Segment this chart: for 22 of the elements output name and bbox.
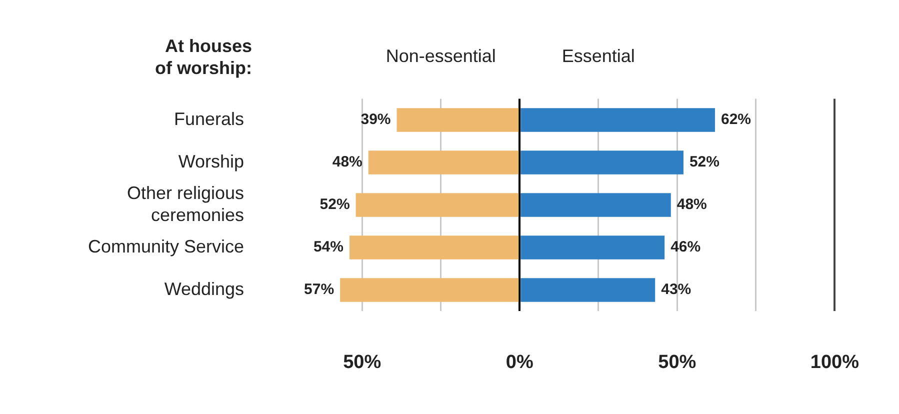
data-label: 48%: [332, 154, 362, 171]
data-label: 52%: [689, 154, 720, 171]
x-tick-label: 100%: [810, 352, 860, 373]
data-label: 48%: [676, 196, 707, 214]
data-label: 62%: [720, 111, 752, 128]
y-axis-title: At houses of worship:: [155, 36, 252, 78]
data-label: 43%: [661, 281, 692, 298]
data-label: 57%: [304, 281, 334, 298]
y-tick-label: Weddings: [164, 278, 244, 299]
x-tick-label: 50%: [658, 352, 696, 373]
data-label: 52%: [320, 196, 350, 214]
data-label: 39%: [360, 111, 391, 128]
text: Essential: [562, 46, 635, 66]
text: Non-essential: [386, 46, 496, 66]
y-tick-label: Other religious ceremonies: [126, 183, 244, 225]
x-tick-label: 50%: [343, 352, 382, 373]
data-label: 46%: [670, 238, 701, 256]
y-tick-label: Worship: [178, 151, 244, 172]
x-tick-label: 0%: [506, 352, 534, 373]
y-tick-label: Community Service: [88, 236, 244, 256]
y-tick-label: Funerals: [174, 109, 244, 130]
data-label: 54%: [313, 238, 344, 256]
